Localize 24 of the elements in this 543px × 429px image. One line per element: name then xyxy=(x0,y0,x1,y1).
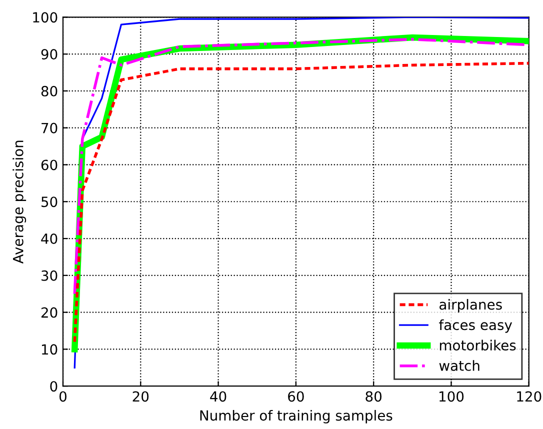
x-tick-label: 120 xyxy=(517,391,542,402)
y-tick-label: 40 xyxy=(41,233,58,244)
x-tick-label: 40 xyxy=(210,391,226,402)
x-axis-title: Number of training samples xyxy=(200,410,392,424)
y-tick-label: 0 xyxy=(50,381,58,392)
y-axis-title: Average precision xyxy=(12,140,26,264)
y-tick-label: 100 xyxy=(33,12,58,23)
y-tick-label: 30 xyxy=(42,270,58,281)
legend-label: faces easy xyxy=(439,319,512,333)
y-tick-label: 90 xyxy=(41,49,58,60)
legend-label: motorbikes xyxy=(440,340,516,351)
legend-label: airplanes xyxy=(440,299,502,312)
x-tick-label: 20 xyxy=(132,391,149,402)
y-tick-label: 80 xyxy=(41,86,58,96)
x-tick-label: 80 xyxy=(366,391,382,402)
y-tick-label: 60 xyxy=(41,160,58,170)
x-tick-label: 60 xyxy=(288,391,304,402)
y-tick-label: 50 xyxy=(42,196,58,208)
y-tick-label: 10 xyxy=(42,344,58,355)
y-tick-label: 70 xyxy=(42,122,58,134)
y-tick-label: 20 xyxy=(41,307,58,318)
x-tick-label: 100 xyxy=(440,391,464,402)
legend-label: watch xyxy=(439,360,480,371)
x-tick-label: 0 xyxy=(59,391,66,402)
